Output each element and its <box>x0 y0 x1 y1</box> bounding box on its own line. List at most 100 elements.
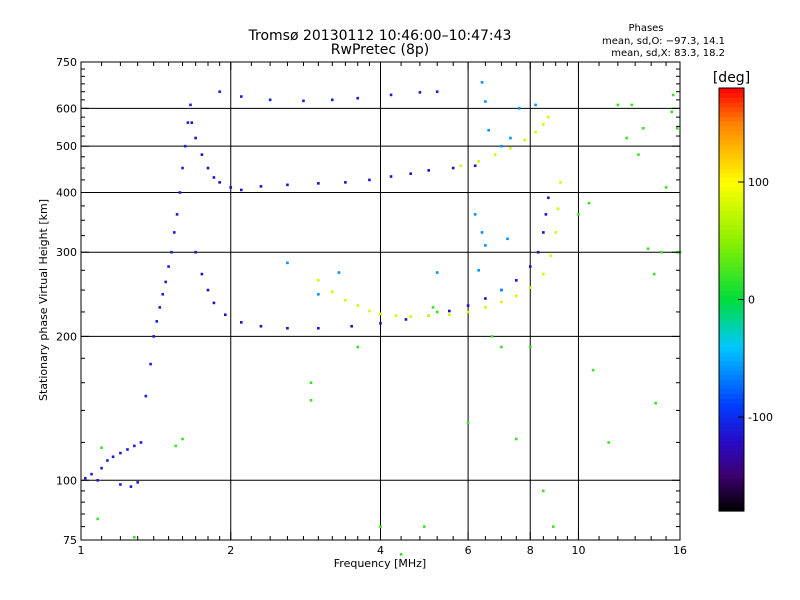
data-point <box>119 451 122 455</box>
colorbar-band <box>719 182 744 188</box>
data-point <box>106 459 109 462</box>
data-point <box>136 481 139 484</box>
colorbar-band <box>719 285 744 291</box>
data-point <box>317 279 320 282</box>
data-point <box>161 292 165 296</box>
data-point <box>239 188 243 192</box>
data-point <box>473 213 477 216</box>
data-point <box>528 286 532 289</box>
data-point <box>344 298 347 302</box>
data-point <box>549 254 553 258</box>
data-point <box>427 314 431 317</box>
colorbar-band <box>719 144 744 150</box>
data-point <box>317 182 320 185</box>
data-point <box>493 153 497 156</box>
data-point <box>212 301 216 305</box>
data-point <box>542 272 545 276</box>
data-point <box>409 172 412 175</box>
colorbar-tick-label: 0 <box>748 294 755 307</box>
data-point <box>356 345 360 349</box>
colorbar-band <box>719 402 744 409</box>
data-point <box>174 444 177 448</box>
data-point <box>534 130 537 134</box>
colorbar-band <box>719 125 744 131</box>
data-point <box>206 288 210 292</box>
data-point <box>547 196 550 200</box>
data-point <box>100 446 103 449</box>
stats-x-line: mean, sd,X: 83.3, 18.2 <box>611 48 725 59</box>
data-point <box>587 201 591 205</box>
data-point <box>286 183 289 187</box>
colorbar-band <box>719 172 744 178</box>
data-point <box>477 268 480 272</box>
colorbar-band <box>719 266 744 272</box>
data-point <box>418 91 422 94</box>
data-point <box>111 455 115 459</box>
data-point <box>190 121 194 124</box>
colorbar-band <box>719 459 744 465</box>
colorbar-band <box>719 233 744 239</box>
data-point <box>394 314 398 317</box>
data-point <box>133 444 136 448</box>
data-point <box>379 312 382 316</box>
colorbar-band <box>719 238 744 244</box>
colorbar-band <box>719 487 744 493</box>
colorbar-band <box>719 332 744 338</box>
data-point <box>172 231 176 234</box>
colorbar-band <box>719 120 744 127</box>
colorbar-band <box>719 351 744 357</box>
colorbar-label: [deg] <box>713 70 750 86</box>
data-point <box>356 96 360 100</box>
colorbar-band <box>719 506 744 512</box>
chart-title: Tromsø 20130112 10:46:00–10:47:43 <box>248 28 512 44</box>
colorbar-band <box>719 445 744 451</box>
data-point <box>625 136 628 140</box>
colorbar-band <box>719 229 744 235</box>
data-point <box>652 272 656 276</box>
colorbar-band <box>719 393 744 399</box>
data-point <box>181 166 184 170</box>
data-point <box>451 166 455 170</box>
data-point <box>389 175 393 178</box>
data-point <box>523 138 527 142</box>
colorbar-band <box>719 97 744 103</box>
data-point <box>671 93 675 97</box>
colorbar-band <box>719 327 744 333</box>
data-point <box>466 304 470 307</box>
data-point <box>517 107 521 110</box>
y-tick-label: 75 <box>63 534 77 547</box>
data-point <box>317 326 320 330</box>
colorbar-band <box>719 205 744 211</box>
colorbar-band <box>719 417 744 423</box>
data-point <box>178 191 182 194</box>
y-tick-label: 500 <box>56 140 77 153</box>
data-point <box>337 271 341 274</box>
data-point <box>577 213 580 216</box>
colorbar-band <box>719 341 744 348</box>
colorbar: 100 0 -100 [deg] <box>713 70 773 512</box>
colorbar-band <box>719 243 744 249</box>
data-point <box>368 178 371 182</box>
data-point <box>559 181 562 184</box>
data-point <box>181 437 184 441</box>
colorbar-band <box>719 299 744 305</box>
data-point <box>447 309 451 313</box>
x-tick-label: 6 <box>465 544 472 557</box>
data-points <box>83 81 682 556</box>
data-point <box>480 231 484 234</box>
colorbar-band <box>719 308 744 315</box>
colorbar-band <box>719 468 744 474</box>
colorbar-band <box>719 492 744 498</box>
data-point <box>554 231 557 234</box>
chart-subtitle: RwPretec (8p) <box>331 42 429 58</box>
data-point <box>473 164 477 168</box>
data-point <box>551 525 555 528</box>
data-point <box>330 98 334 102</box>
data-point <box>591 368 595 372</box>
colorbar-band <box>719 280 744 286</box>
data-point <box>100 466 103 470</box>
data-point <box>528 345 532 349</box>
colorbar-band <box>719 478 744 484</box>
colorbar-band <box>719 337 744 343</box>
